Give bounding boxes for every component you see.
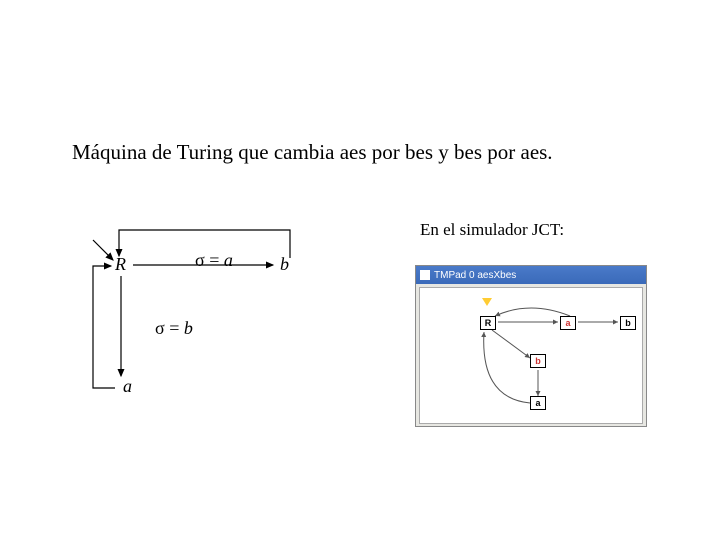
sigma-glyph: σ	[195, 250, 205, 270]
sim-node-b-mid[interactable]: b	[530, 354, 546, 368]
edge-label-sigma-b: σ = b	[155, 318, 193, 339]
sim-node-a-bottom[interactable]: a	[530, 396, 546, 410]
sigma-glyph: σ	[155, 318, 165, 338]
sim-node-a-top[interactable]: a	[560, 316, 576, 330]
simulator-window: TMPad 0 aesXbes R a b b a	[415, 265, 647, 427]
turing-diagram: R b a σ = a σ = b	[85, 220, 335, 420]
node-a: a	[123, 376, 132, 397]
window-icon	[420, 270, 430, 280]
simulator-titlebar: TMPad 0 aesXbes	[416, 266, 646, 284]
sim-node-b-far[interactable]: b	[620, 316, 636, 330]
edge-label-sigma-a: σ = a	[195, 250, 233, 271]
sim-node-R[interactable]: R	[480, 316, 496, 330]
val-text: a	[224, 250, 233, 270]
simulator-canvas: R a b b a	[419, 287, 643, 424]
start-marker-icon	[482, 298, 492, 306]
page-title: Máquina de Turing que cambia aes por bes…	[72, 140, 553, 165]
val-text: b	[184, 318, 193, 338]
eq-text: =	[165, 318, 184, 338]
eq-text: =	[205, 250, 224, 270]
simulator-title-text: TMPad 0 aesXbes	[434, 270, 516, 281]
simulator-caption: En el simulador JCT:	[420, 220, 564, 240]
node-b: b	[280, 254, 289, 275]
node-R: R	[115, 254, 126, 275]
